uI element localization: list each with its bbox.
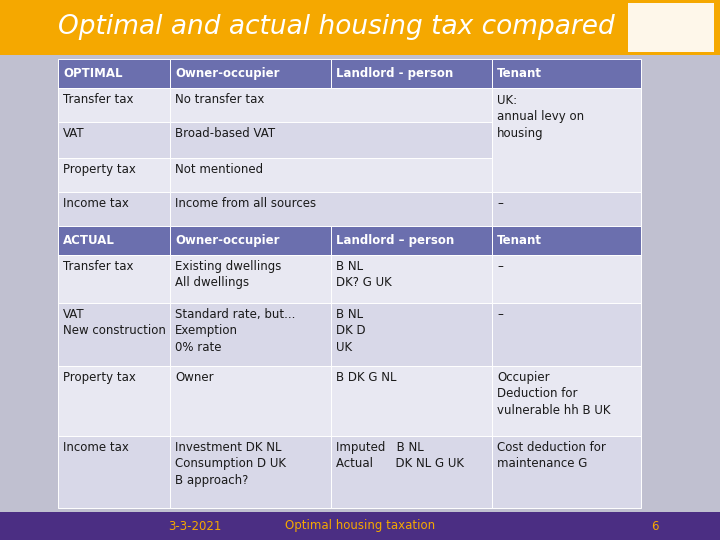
Bar (492, 158, 641, 192)
Bar (0, 0, 720, 55)
Bar (58, 192, 171, 226)
Text: Owner-occupier: Owner-occupier (175, 67, 280, 80)
Text: Income from all sources: Income from all sources (175, 197, 316, 210)
Text: Cost deduction for
maintenance G: Cost deduction for maintenance G (497, 441, 606, 470)
Text: Landlord - person: Landlord - person (336, 67, 454, 80)
Text: Property tax: Property tax (63, 163, 136, 176)
Text: Owner: Owner (175, 370, 214, 383)
Bar (492, 122, 641, 158)
Bar (492, 88, 641, 192)
Text: 3-3-2021: 3-3-2021 (168, 519, 222, 532)
Bar (492, 192, 641, 226)
Text: OPTIMAL: OPTIMAL (63, 67, 122, 80)
Bar (492, 226, 641, 254)
Text: ACTUAL: ACTUAL (63, 233, 115, 247)
Bar (492, 88, 641, 122)
Bar (171, 366, 331, 436)
Text: Property tax: Property tax (63, 370, 136, 383)
Bar (331, 226, 492, 254)
Bar (58, 59, 171, 88)
Bar (628, 3, 714, 52)
Text: VAT
New construction: VAT New construction (63, 308, 166, 338)
Bar (171, 436, 331, 508)
Text: Not mentioned: Not mentioned (175, 163, 264, 176)
Text: Optimal housing taxation: Optimal housing taxation (285, 519, 435, 532)
Bar (171, 226, 331, 254)
Text: –: – (497, 308, 503, 321)
Bar (171, 192, 492, 226)
Bar (58, 88, 171, 122)
Text: B NL
DK? G UK: B NL DK? G UK (336, 260, 392, 289)
Bar (331, 59, 492, 88)
Bar (492, 59, 641, 88)
Text: Investment DK NL
Consumption D UK
B approach?: Investment DK NL Consumption D UK B appr… (175, 441, 287, 487)
Bar (331, 436, 492, 508)
Text: Existing dwellings
All dwellings: Existing dwellings All dwellings (175, 260, 282, 289)
Text: UK:
annual levy on
housing: UK: annual levy on housing (497, 94, 584, 140)
Bar (58, 122, 171, 158)
Bar (331, 303, 492, 366)
Text: –: – (497, 197, 503, 210)
Text: B DK G NL: B DK G NL (336, 370, 397, 383)
Text: Tenant: Tenant (497, 233, 542, 247)
Text: Owner-occupier: Owner-occupier (175, 233, 280, 247)
Bar (58, 366, 171, 436)
Text: Imputed   B NL
Actual      DK NL G UK: Imputed B NL Actual DK NL G UK (336, 441, 464, 470)
Bar (492, 436, 641, 508)
Bar (58, 254, 171, 303)
Text: –: – (497, 260, 503, 273)
Text: Transfer tax: Transfer tax (63, 260, 133, 273)
Text: Optimal and actual housing tax compared: Optimal and actual housing tax compared (58, 15, 615, 40)
Bar (58, 158, 171, 192)
Text: Income tax: Income tax (63, 441, 129, 454)
Bar (492, 366, 641, 436)
Text: Occupier
Deduction for
vulnerable hh B UK: Occupier Deduction for vulnerable hh B U… (497, 370, 611, 416)
Bar (331, 366, 492, 436)
Bar (492, 254, 641, 303)
Text: B NL
DK D
UK: B NL DK D UK (336, 308, 366, 354)
Bar (171, 59, 331, 88)
Text: Income tax: Income tax (63, 197, 129, 210)
Bar (58, 303, 171, 366)
Bar (171, 254, 331, 303)
Bar (171, 122, 492, 158)
Text: Standard rate, but...
Exemption
0% rate: Standard rate, but... Exemption 0% rate (175, 308, 296, 354)
Bar (171, 88, 492, 122)
Bar (171, 158, 492, 192)
Bar (492, 303, 641, 366)
Bar (492, 192, 641, 226)
Text: No transfer tax: No transfer tax (175, 93, 265, 106)
Text: Transfer tax: Transfer tax (63, 93, 133, 106)
Bar (171, 303, 331, 366)
Text: 6: 6 (652, 519, 659, 532)
Bar (58, 226, 171, 254)
Text: VAT: VAT (63, 127, 85, 140)
Text: Tenant: Tenant (497, 67, 542, 80)
Text: Broad-based VAT: Broad-based VAT (175, 127, 276, 140)
Bar (58, 436, 171, 508)
Text: Landlord – person: Landlord – person (336, 233, 454, 247)
Bar (0, 512, 720, 540)
Bar (331, 254, 492, 303)
